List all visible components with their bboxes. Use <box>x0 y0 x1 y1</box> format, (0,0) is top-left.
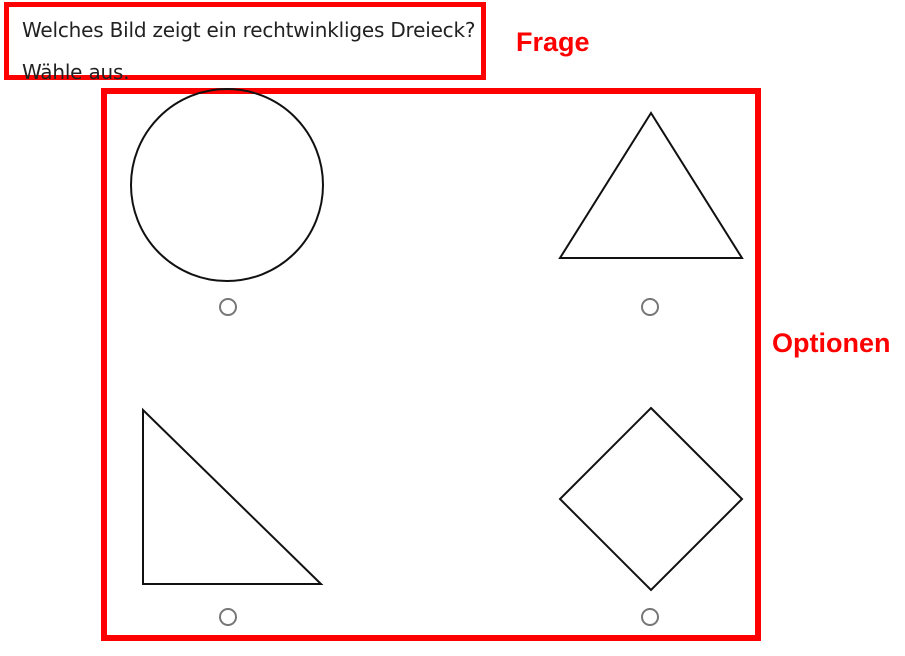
question-box: Welches Bild zeigt ein rechtwinkliges Dr… <box>4 2 486 84</box>
options-box <box>101 88 761 641</box>
question-instruction: Wähle aus. <box>22 60 130 84</box>
option-1-radio[interactable] <box>219 298 237 316</box>
option-3-radio[interactable] <box>219 608 237 626</box>
frage-annotation-label: Frage <box>516 27 590 57</box>
option-2-radio[interactable] <box>641 298 659 316</box>
optionen-annotation-label: Optionen <box>772 328 891 358</box>
question-text: Welches Bild zeigt ein rechtwinkliges Dr… <box>22 18 476 42</box>
diamond-shape-option-4[interactable] <box>558 406 744 592</box>
equilateral-triangle-shape-option-2[interactable] <box>558 111 744 259</box>
circle-shape-option-1[interactable] <box>130 88 324 282</box>
right-triangle-shape-option-3[interactable] <box>142 407 324 585</box>
option-4-radio[interactable] <box>641 608 659 626</box>
